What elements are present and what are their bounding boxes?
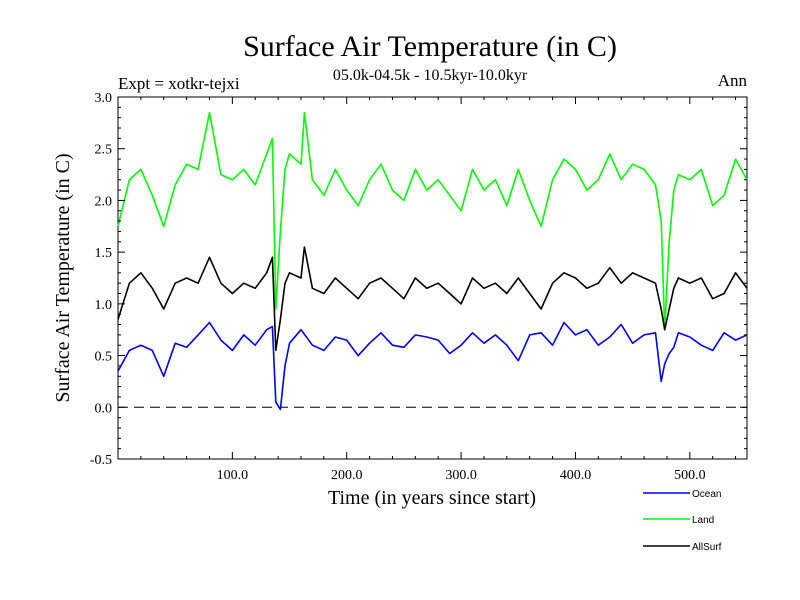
plot-area: 100.0 200.0 300.0 400.0 500.0 -0.5 0.0 0.5 1.0 1… (90, 91, 748, 483)
y-tick-label: 2.5 (95, 143, 113, 158)
season-label: Ann (718, 71, 748, 90)
chart-subtitle: 05.0k-04.5k - 10.5kyr-10.0kyr (333, 67, 528, 84)
series-line-allsurf (117, 246, 748, 352)
x-axis-ticks: 100.0 200.0 300.0 400.0 500.0 (140, 97, 737, 483)
y-tick-label: -0.5 (90, 453, 112, 468)
series-group (117, 111, 748, 411)
x-tick-label: 100.0 (217, 468, 249, 483)
series-line-land (117, 111, 748, 331)
legend-label-land: Land (692, 515, 714, 526)
y-tick-label: 1.0 (95, 298, 113, 313)
x-tick-label: 200.0 (331, 468, 363, 483)
plot-frame (117, 96, 748, 460)
chart-title: Surface Air Temperature (in C) (243, 30, 617, 63)
x-axis-label: Time (in years since start) (328, 487, 536, 509)
y-axis-label: Surface Air Temperature (in C) (52, 153, 74, 402)
legend-label-allsurf: AllSurf (692, 542, 722, 553)
y-tick-label: 2.0 (95, 194, 113, 209)
y-tick-label: 0.0 (95, 401, 113, 416)
y-tick-label: 3.0 (95, 91, 113, 106)
y-axis-ticks: -0.5 0.0 0.5 1.0 1.5 2.0 2.5 3.0 (90, 91, 747, 468)
expt-label: Expt = xotkr-tejxi (118, 74, 240, 93)
x-tick-label: 300.0 (445, 468, 477, 483)
series-line-ocean (117, 321, 748, 411)
y-tick-label: 1.5 (95, 246, 113, 261)
x-tick-label: 400.0 (560, 468, 592, 483)
x-tick-label: 500.0 (674, 468, 706, 483)
y-tick-label: 0.5 (95, 350, 113, 365)
legend-label-ocean: Ocean (692, 489, 721, 500)
legend: Ocean Land AllSurf (643, 489, 722, 553)
